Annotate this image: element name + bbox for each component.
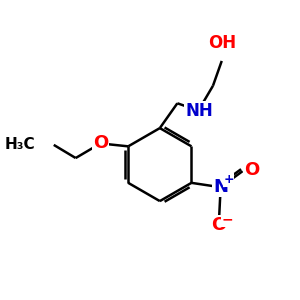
Text: −: − [221,212,233,226]
Text: H₃C: H₃C [5,137,36,152]
Text: OH: OH [208,34,236,52]
Text: NH: NH [185,102,213,120]
Text: +: + [223,173,234,186]
Text: O: O [244,161,259,179]
Text: O: O [93,134,108,152]
Text: N: N [213,178,228,196]
Text: O: O [212,216,227,234]
